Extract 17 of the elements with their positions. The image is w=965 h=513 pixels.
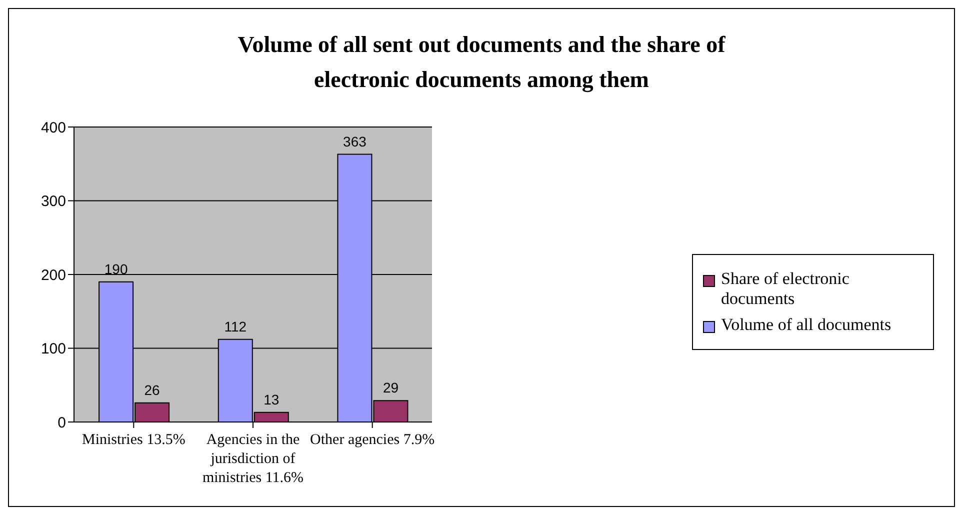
y-tick-label: 300 xyxy=(40,193,66,210)
y-tick-label: 0 xyxy=(58,414,66,432)
y-tick-label: 100 xyxy=(40,340,66,358)
x-tick-label: Agencies in the jurisdiction of ministries 11.6% xyxy=(202,432,304,486)
data-label: 363 xyxy=(343,133,367,150)
legend-label: Share of electronic documents xyxy=(721,269,850,309)
legend-label: Volume of all documents xyxy=(721,315,892,335)
data-label: 13 xyxy=(264,391,280,408)
data-label: 26 xyxy=(144,382,160,398)
data-label: 112 xyxy=(224,318,247,334)
data-label: 190 xyxy=(104,260,128,277)
x-tick-label: Ministries 13.5% xyxy=(82,432,186,448)
data-label: 29 xyxy=(382,380,399,396)
y-tick-label: 400 xyxy=(40,119,66,136)
x-tick-label: Other agencies 7.9% xyxy=(310,432,435,448)
y-tick-label: 200 xyxy=(40,266,66,284)
text: Volume of all sent out documents and the share of electronic documents among them xyxy=(236,31,726,94)
